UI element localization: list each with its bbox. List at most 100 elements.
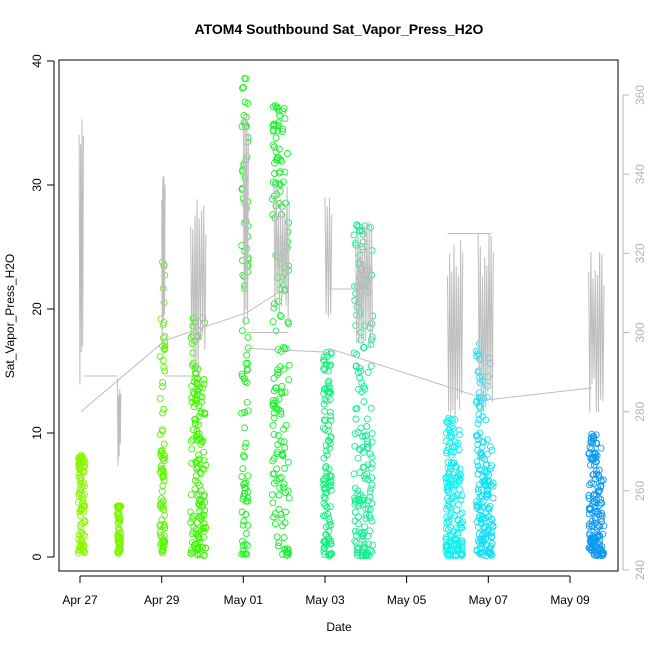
data-point bbox=[156, 394, 164, 402]
data-point bbox=[598, 546, 606, 554]
data-point bbox=[239, 521, 247, 529]
data-point bbox=[320, 481, 328, 489]
data-point bbox=[280, 425, 288, 433]
data-point bbox=[368, 474, 376, 482]
data-point bbox=[277, 511, 285, 518]
data-point bbox=[354, 551, 361, 559]
data-point bbox=[481, 480, 488, 488]
data-point bbox=[477, 507, 485, 514]
data-point bbox=[480, 438, 488, 446]
data-point bbox=[356, 364, 364, 372]
data-point bbox=[599, 549, 606, 557]
data-point bbox=[277, 410, 285, 418]
data-point bbox=[486, 443, 494, 451]
data-point bbox=[351, 537, 359, 545]
data-point bbox=[239, 83, 247, 91]
data-point bbox=[596, 523, 604, 531]
data-point bbox=[192, 545, 200, 553]
data-point bbox=[76, 474, 84, 482]
y2-tick-label: 340 bbox=[633, 164, 647, 184]
data-point bbox=[199, 384, 207, 392]
data-point bbox=[269, 421, 277, 429]
data-point bbox=[159, 334, 167, 342]
data-point bbox=[238, 550, 246, 558]
data-point bbox=[244, 99, 252, 107]
data-point bbox=[488, 446, 496, 454]
data-point bbox=[197, 498, 205, 506]
data-point bbox=[193, 519, 201, 527]
data-point bbox=[198, 516, 205, 524]
data-point bbox=[596, 511, 604, 519]
data-point bbox=[325, 527, 333, 535]
data-point bbox=[188, 398, 196, 406]
data-point bbox=[276, 180, 284, 188]
data-point bbox=[366, 505, 374, 513]
data-point bbox=[444, 483, 452, 491]
data-point bbox=[199, 543, 207, 551]
data-point bbox=[160, 477, 168, 485]
data-point bbox=[76, 485, 84, 493]
data-point bbox=[282, 508, 289, 516]
data-point bbox=[242, 439, 250, 447]
data-point bbox=[325, 377, 333, 385]
secondary-trace bbox=[324, 197, 333, 318]
data-point bbox=[192, 472, 200, 480]
y2-tick-label: 360 bbox=[633, 85, 647, 105]
data-point bbox=[458, 524, 466, 532]
data-point bbox=[368, 453, 376, 461]
data-point bbox=[358, 227, 366, 235]
data-point bbox=[159, 539, 167, 546]
data-point bbox=[117, 536, 124, 544]
data-point bbox=[594, 483, 602, 491]
data-point bbox=[281, 464, 288, 472]
data-point bbox=[486, 530, 493, 538]
secondary-connector bbox=[80, 340, 166, 413]
data-point bbox=[475, 481, 483, 489]
data-point bbox=[276, 168, 284, 176]
data-point bbox=[359, 432, 366, 440]
data-point bbox=[478, 516, 486, 524]
data-point bbox=[275, 122, 282, 130]
y2-tick-label: 320 bbox=[633, 243, 647, 263]
data-point bbox=[77, 528, 84, 536]
data-point bbox=[269, 141, 277, 149]
data-point bbox=[281, 444, 289, 451]
data-point bbox=[479, 454, 487, 462]
data-point bbox=[320, 512, 327, 520]
data-point bbox=[368, 320, 375, 328]
data-point bbox=[189, 426, 197, 434]
data-point bbox=[76, 521, 84, 529]
data-point bbox=[238, 508, 246, 516]
data-point bbox=[585, 494, 593, 502]
data-point bbox=[284, 228, 292, 236]
data-point bbox=[195, 383, 203, 391]
data-point bbox=[351, 497, 359, 505]
data-point bbox=[483, 486, 491, 494]
data-point bbox=[196, 550, 204, 558]
x-tick-label: May 05 bbox=[387, 593, 427, 607]
data-point bbox=[243, 542, 251, 550]
data-point bbox=[79, 494, 86, 502]
data-point bbox=[275, 154, 282, 162]
data-point bbox=[358, 529, 366, 537]
data-point bbox=[596, 536, 604, 544]
data-point bbox=[197, 526, 205, 534]
data-point bbox=[351, 508, 359, 516]
data-point bbox=[351, 484, 359, 492]
data-point bbox=[76, 469, 84, 477]
data-point bbox=[278, 389, 286, 397]
data-point bbox=[76, 544, 84, 552]
data-point bbox=[194, 479, 202, 487]
data-point bbox=[360, 344, 367, 351]
data-point bbox=[451, 534, 459, 542]
data-point bbox=[269, 457, 277, 465]
data-point bbox=[478, 451, 486, 459]
data-point bbox=[320, 357, 328, 365]
data-point bbox=[271, 170, 278, 177]
data-point bbox=[590, 551, 598, 559]
data-point bbox=[244, 494, 252, 502]
data-point bbox=[328, 550, 336, 558]
data-point bbox=[320, 356, 328, 364]
data-point bbox=[474, 485, 482, 493]
data-point bbox=[269, 127, 277, 135]
